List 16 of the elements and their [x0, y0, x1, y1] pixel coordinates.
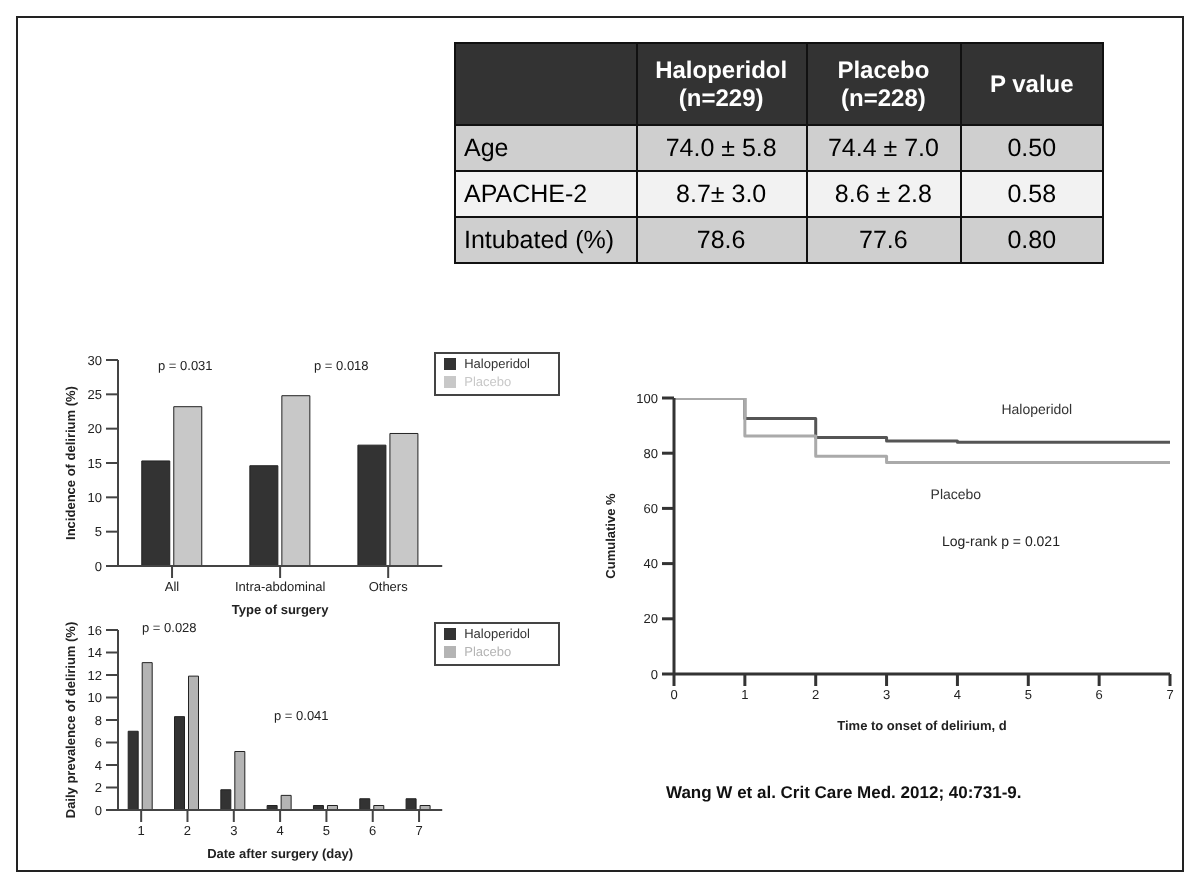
- text: 74.0 ± 5.8: [665, 134, 777, 162]
- text: 0.58: [1007, 180, 1057, 208]
- category-label: P value: [960, 43, 1103, 125]
- category-label: APACHE-2: [464, 180, 588, 208]
- text: 0.80: [1007, 226, 1057, 254]
- text: 8.7± 3.0: [676, 180, 767, 208]
- category-label: Haloperidol (n=229): [636, 43, 807, 125]
- text: 74.4 ± 7.0: [827, 134, 939, 162]
- text: 0.50: [1007, 134, 1057, 162]
- category-label: Age: [464, 134, 509, 162]
- category-label: Intubated (%): [464, 226, 615, 254]
- text: 77.6: [859, 226, 908, 254]
- category-label: Placebo (n=228): [806, 43, 961, 125]
- text: 78.6: [696, 226, 746, 254]
- text: Wang W et al. Crit Care Med. 2012; 40:731-9.: [666, 782, 1024, 802]
- text: 8.6 ± 2.8: [834, 180, 932, 208]
